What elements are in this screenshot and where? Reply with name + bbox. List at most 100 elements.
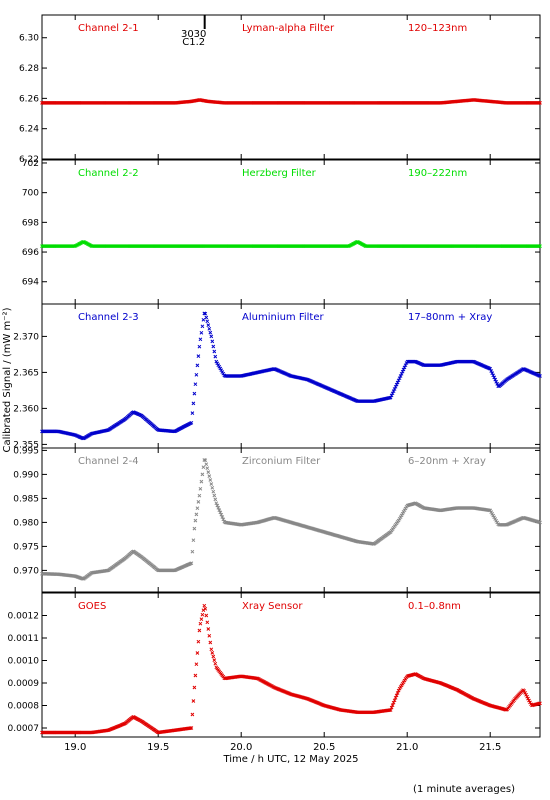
y-tick-label: 6.30 [19, 34, 39, 44]
y-tick-label: 0.975 [13, 542, 39, 552]
data-point [219, 512, 224, 517]
data-point [538, 374, 542, 378]
filter-name: Aluminium Filter [242, 312, 325, 323]
band-range: 6–20nm + Xray [408, 456, 486, 467]
data-point [213, 354, 218, 359]
data-point [198, 337, 203, 342]
data-point [402, 365, 407, 370]
y-tick-label: 702 [22, 159, 39, 169]
y-tick-label: 2.365 [13, 368, 39, 378]
data-point [201, 465, 206, 470]
data-point [216, 505, 221, 510]
data-point [197, 628, 202, 633]
data-point [388, 395, 393, 400]
data-point [188, 726, 193, 730]
data-point [191, 699, 196, 703]
data-point [191, 538, 196, 543]
panel-frame [41, 14, 541, 160]
data-point [212, 349, 217, 354]
panel-1: 6.22 6.24 6.26 6.28 6.30 Channel 2-1 Lyman-alp… [19, 14, 542, 165]
data-point [526, 696, 530, 701]
data-point [403, 363, 408, 368]
data-point [211, 654, 216, 659]
data-point [397, 376, 402, 381]
data-point [194, 372, 199, 377]
data-point [537, 701, 541, 706]
data-point [401, 367, 406, 372]
data-point [205, 620, 210, 625]
data-point [527, 698, 531, 703]
y-axis-label: Calibrated Signal / (mW m⁻²) [2, 307, 13, 452]
panel-3: 2.355 2.360 2.365 2.370 Channel 2-3 Aluminium… [13, 303, 542, 450]
y-tick-label: 694 [22, 278, 39, 288]
data-point [207, 326, 212, 331]
data-point [399, 371, 404, 376]
footnote: (1 minute averages) [413, 784, 515, 795]
data-point [189, 726, 194, 730]
data-point [197, 493, 202, 498]
data-point [207, 474, 212, 478]
data-point [528, 700, 532, 705]
data-point [390, 391, 395, 396]
data-point [193, 673, 198, 678]
series-points [40, 458, 542, 581]
y-tick-label: 0.990 [13, 470, 39, 480]
data-point [537, 244, 541, 248]
data-point [205, 466, 210, 471]
data-point [522, 689, 526, 693]
data-point [209, 482, 214, 486]
data-point [195, 506, 200, 511]
x-tick-label: 21.5 [479, 742, 501, 753]
panel-2: 694 696 698 700 702 Channel 2-2 Herzberg Filte… [22, 159, 542, 305]
x-tick-label: 21.0 [396, 742, 418, 753]
data-point [215, 361, 220, 366]
data-point [523, 691, 527, 695]
data-point [524, 692, 528, 697]
data-point [488, 366, 493, 371]
data-point [398, 374, 403, 378]
data-point [195, 651, 200, 655]
data-point [396, 378, 401, 383]
data-point [392, 387, 397, 391]
data-point [204, 462, 209, 467]
data-point [206, 323, 211, 327]
data-point [493, 517, 498, 521]
y-tick-label: 0.0011 [8, 634, 40, 644]
data-point [208, 330, 213, 335]
y-tick-label: 0.0007 [8, 724, 40, 734]
data-point [391, 700, 396, 705]
band-range: 17–80nm + Xray [408, 312, 492, 323]
data-point [211, 344, 216, 349]
data-point [525, 694, 529, 699]
data-point [400, 369, 405, 374]
data-point [493, 377, 498, 382]
panel-frame [41, 159, 541, 305]
data-point [395, 691, 400, 695]
series-points [40, 239, 542, 248]
band-range: 120–123nm [408, 23, 467, 34]
y-tick-label: 0.0008 [8, 702, 40, 712]
channel-name: Channel 2-4 [78, 456, 139, 467]
data-point [489, 510, 494, 514]
data-point [203, 606, 208, 611]
data-point [393, 695, 398, 700]
data-point [208, 478, 213, 482]
event-region-label: 3030 [181, 29, 206, 40]
y-tick-label: 6.24 [19, 125, 39, 135]
data-point [206, 470, 211, 474]
data-point [190, 549, 195, 554]
data-point [214, 501, 219, 506]
data-point [199, 330, 204, 335]
data-point [213, 497, 218, 502]
panel-4: 0.970 0.975 0.980 0.985 0.990 0.995 Channel 2-… [13, 446, 542, 593]
data-point [391, 389, 396, 393]
series-points [40, 603, 542, 735]
data-point [193, 518, 198, 523]
y-tick-label: 6.26 [19, 94, 39, 104]
data-point [537, 101, 541, 105]
band-range: 190–222nm [408, 168, 467, 179]
data-point [217, 508, 222, 512]
data-point [198, 486, 203, 491]
data-point [196, 354, 201, 358]
y-tick-label: 0.985 [13, 494, 39, 504]
